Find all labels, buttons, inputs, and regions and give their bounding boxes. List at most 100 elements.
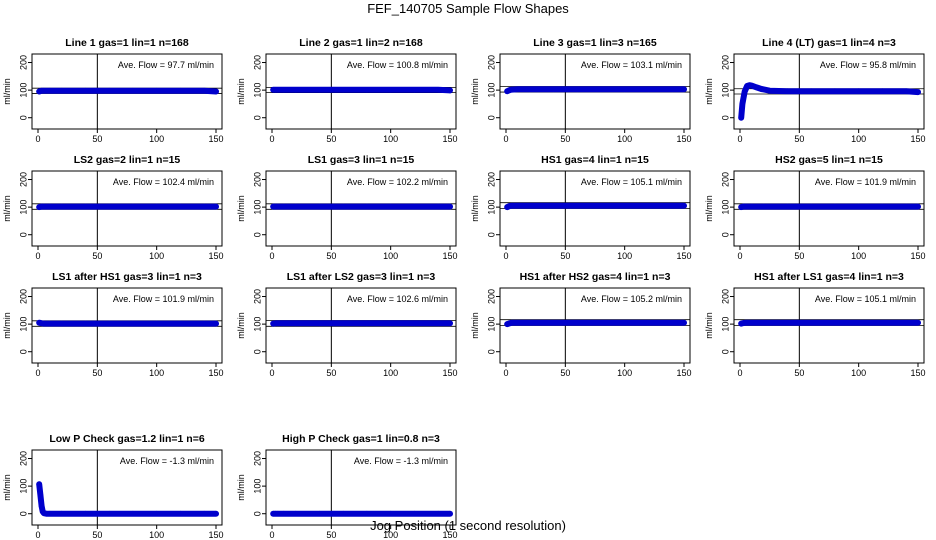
data-point <box>43 510 50 517</box>
data-point <box>58 510 65 517</box>
data-point <box>130 510 136 517</box>
plot-frame <box>265 449 457 526</box>
x-tick-label: 150 <box>910 251 925 261</box>
panel-title: Low P Check gas=1.2 lin=1 n=6 <box>49 433 204 445</box>
y-tick-label: 200 <box>720 55 730 70</box>
y-tick-label: 0 <box>252 115 262 120</box>
plot-frame <box>265 170 457 247</box>
data-point <box>177 510 184 517</box>
data-point <box>903 88 909 95</box>
y-tick-label: 0 <box>720 232 730 237</box>
data-point <box>292 203 299 210</box>
flow-series <box>504 319 687 328</box>
average-flow-annotation: Ave. Flow = 103.1 ml/min <box>581 60 682 70</box>
data-point <box>387 203 394 210</box>
data-point <box>574 86 581 93</box>
data-point <box>153 510 160 517</box>
data-point <box>550 86 557 93</box>
x-tick-label: 100 <box>149 368 164 378</box>
average-flow-annotation: Ave. Flow = 95.8 ml/min <box>820 60 916 70</box>
y-tick-label: 0 <box>720 349 730 354</box>
y-axis-label: ml/min <box>704 312 714 339</box>
y-tick-label: 0 <box>486 349 496 354</box>
data-point <box>201 320 207 327</box>
flow-series <box>504 86 687 95</box>
y-axis-label: ml/min <box>2 312 12 339</box>
data-point <box>82 203 89 210</box>
x-tick-label: 150 <box>442 134 457 144</box>
data-point <box>509 202 515 209</box>
x-tick-label: 50 <box>794 368 804 378</box>
data-point <box>292 87 299 93</box>
y-tick-label: 0 <box>252 349 262 354</box>
data-point <box>275 87 281 93</box>
panel-title: LS1 after HS1 gas=3 lin=1 n=3 <box>52 271 202 283</box>
y-tick-label: 200 <box>18 55 28 70</box>
panel: HS2 gas=5 lin=1 n=15 ml/min 0 100 200 0 50 100 1… <box>704 154 926 261</box>
y-tick-label: 200 <box>252 451 262 466</box>
y-axis-label: ml/min <box>236 195 246 222</box>
data-point <box>37 492 44 498</box>
data-point <box>41 320 47 327</box>
data-point <box>58 87 65 94</box>
data-point <box>213 510 219 517</box>
panel: Line 3 gas=1 lin=3 n=165 ml/min 0 100 200 0 50… <box>470 37 692 144</box>
x-tick-label: 100 <box>851 368 866 378</box>
panel: HS1 gas=4 lin=1 n=15 ml/min 0 100 200 0 50 100 1… <box>470 154 692 261</box>
y-axis-label: ml/min <box>470 195 480 222</box>
x-tick-label: 50 <box>326 530 336 540</box>
data-point <box>387 320 394 327</box>
x-tick-label: 150 <box>442 368 457 378</box>
data-point <box>106 203 113 210</box>
data-point <box>435 203 441 210</box>
x-tick-label: 0 <box>503 251 508 261</box>
x-tick-label: 100 <box>149 251 164 261</box>
y-axis-label: ml/min <box>236 78 246 105</box>
x-tick-label: 0 <box>737 134 742 144</box>
data-point <box>106 320 113 327</box>
y-tick-label: 200 <box>18 289 28 304</box>
data-point <box>272 87 279 93</box>
panel: LS1 gas=3 lin=1 n=15 ml/min 0 100 200 0 50 100 1… <box>236 154 458 261</box>
x-tick-label: 100 <box>149 134 164 144</box>
average-flow-annotation: Ave. Flow = 97.7 ml/min <box>118 60 214 70</box>
y-tick-label: 0 <box>720 115 730 120</box>
data-point <box>669 86 675 93</box>
data-point <box>213 88 219 95</box>
data-point <box>58 203 65 210</box>
data-point <box>38 87 45 94</box>
data-point <box>574 202 581 209</box>
data-point <box>447 320 453 327</box>
data-point <box>387 87 394 93</box>
x-tick-label: 0 <box>269 368 274 378</box>
y-tick-label: 100 <box>720 317 730 332</box>
data-point <box>364 320 370 327</box>
y-tick-label: 100 <box>486 200 496 215</box>
panel: Line 2 gas=1 lin=2 n=168 ml/min 0 100 200 0 50… <box>236 37 458 144</box>
data-point <box>743 319 749 326</box>
data-point <box>340 87 347 93</box>
panel: HS1 after HS2 gas=4 lin=1 n=3 ml/min 0 100 2… <box>470 271 692 378</box>
y-axis-label: ml/min <box>236 312 246 339</box>
plot-frame <box>499 53 691 130</box>
data-point <box>645 202 652 209</box>
data-point <box>515 319 521 326</box>
y-tick-label: 100 <box>720 200 730 215</box>
data-point <box>681 86 687 93</box>
y-tick-label: 200 <box>18 172 28 187</box>
panel: Line 4 (LT) gas=1 lin=4 n=3 ml/min 0 100 200… <box>704 37 926 144</box>
data-point <box>41 87 47 94</box>
data-point <box>753 84 760 91</box>
data-point <box>153 87 160 94</box>
x-tick-label: 150 <box>208 251 223 261</box>
average-flow-annotation: Ave. Flow = 100.8 ml/min <box>347 60 448 70</box>
flow-series <box>738 82 921 121</box>
y-axis-label: ml/min <box>704 195 714 222</box>
data-point <box>36 481 42 487</box>
x-tick-label: 150 <box>676 134 691 144</box>
data-point <box>526 319 533 326</box>
data-point <box>340 320 347 327</box>
y-tick-label: 100 <box>252 83 262 98</box>
x-tick-label: 50 <box>92 530 102 540</box>
